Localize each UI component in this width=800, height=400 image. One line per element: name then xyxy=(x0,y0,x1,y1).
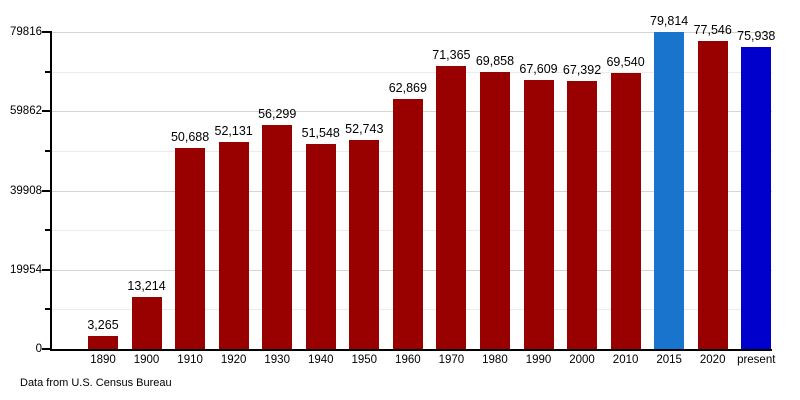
bar-value-label: 62,869 xyxy=(388,81,427,96)
x-axis-label: 1920 xyxy=(220,354,247,366)
x-axis-label: 2020 xyxy=(699,354,726,366)
bar-1970 xyxy=(436,65,467,349)
bar-1900 xyxy=(131,296,162,349)
bar-value-label: 75,938 xyxy=(737,29,776,44)
x-axis-label: 1980 xyxy=(482,354,508,366)
bar-value-label: 69,858 xyxy=(475,53,515,68)
bar-value-label: 50,688 xyxy=(170,129,210,144)
bar-1930 xyxy=(262,125,293,349)
y-axis-line xyxy=(50,31,52,351)
x-axis-label: 1890 xyxy=(90,354,116,366)
y-axis-label: 79816 xyxy=(10,26,42,38)
y-axis-label: 59862 xyxy=(10,105,42,118)
x-axis-label: 1900 xyxy=(133,354,160,366)
bar-value-label: 69,540 xyxy=(606,54,645,69)
x-axis-label: 1910 xyxy=(177,354,203,366)
x-axis-label: 2000 xyxy=(569,354,595,366)
y-axis-tick xyxy=(42,189,50,192)
y-axis-tick xyxy=(42,348,50,350)
x-axis-label: 1930 xyxy=(264,354,290,366)
minor-gridline xyxy=(52,71,772,73)
bar-1910 xyxy=(175,147,206,349)
x-axis-label: 1940 xyxy=(307,354,334,366)
bar-value-label: 79,814 xyxy=(650,14,689,28)
bar-1960 xyxy=(392,99,423,349)
x-axis-label: 2015 xyxy=(656,354,682,366)
bar-value-label: 52,743 xyxy=(345,121,384,136)
bar-value-label: 77,546 xyxy=(693,23,732,37)
bar-1940 xyxy=(305,144,336,349)
bar-2020 xyxy=(697,41,728,349)
x-axis-label: 1970 xyxy=(438,354,465,366)
x-axis-label: 2010 xyxy=(612,354,639,366)
bar-2000 xyxy=(567,81,598,349)
bar-value-label: 56,299 xyxy=(258,107,297,122)
bar-value-label: 71,365 xyxy=(432,47,471,62)
major-gridline xyxy=(52,32,772,33)
y-axis-minor-tick xyxy=(45,70,50,73)
y-axis-label: 0 xyxy=(35,343,42,355)
y-axis-minor-tick xyxy=(45,149,50,152)
bar-1890 xyxy=(88,336,118,349)
y-axis-label: 39908 xyxy=(10,184,42,197)
bar-2015 xyxy=(654,32,685,349)
x-axis-label: present xyxy=(737,354,776,366)
bar-2010 xyxy=(610,72,641,349)
x-axis-line xyxy=(50,349,772,351)
y-axis-tick xyxy=(42,110,50,113)
bar-1920 xyxy=(218,141,249,349)
y-axis-tick xyxy=(42,31,50,33)
y-axis-minor-tick xyxy=(45,229,50,232)
x-axis-label: 1990 xyxy=(525,354,552,366)
y-axis-minor-tick xyxy=(45,308,50,311)
bar-value-label: 51,548 xyxy=(301,126,340,141)
bar-value-label: 67,392 xyxy=(562,63,602,78)
y-axis-tick xyxy=(42,268,50,271)
bar-value-label: 67,609 xyxy=(519,62,558,77)
source-note: Data from U.S. Census Bureau xyxy=(20,377,172,389)
bar-1980 xyxy=(479,71,510,349)
y-axis-label: 19954 xyxy=(10,263,42,276)
bar-value-label: 13,214 xyxy=(127,278,166,293)
bar-present xyxy=(741,47,772,349)
bar-value-label: 52,131 xyxy=(214,123,253,138)
bar-1990 xyxy=(523,80,554,349)
x-axis-label: 1950 xyxy=(351,354,378,366)
x-axis-label: 1960 xyxy=(395,354,421,366)
bar-1950 xyxy=(349,139,380,349)
bar-value-label: 3,265 xyxy=(87,318,119,333)
